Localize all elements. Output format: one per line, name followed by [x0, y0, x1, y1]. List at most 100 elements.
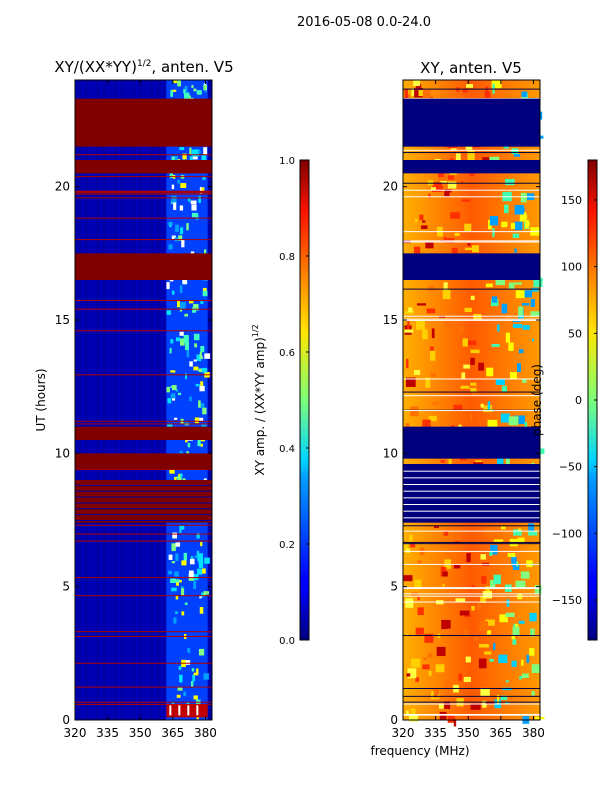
panel1-speckle	[189, 396, 192, 402]
panel1-speckle	[197, 439, 201, 447]
panel1-thin-line	[75, 635, 212, 637]
panel1-speckle	[193, 359, 197, 362]
panel2-separator	[403, 588, 540, 590]
panel1-speckle	[201, 155, 207, 162]
panel2-separator	[403, 703, 540, 705]
panel2-texture	[403, 542, 409, 551]
panel1-speckle	[196, 90, 202, 95]
panel2-texture	[430, 372, 436, 377]
panel2-texture	[413, 80, 420, 87]
panel2-texture	[411, 88, 416, 96]
panel1-speckle	[166, 386, 170, 393]
panel2-texture	[403, 575, 413, 582]
panel1-speckle	[184, 85, 188, 93]
panel2-texture	[410, 406, 419, 417]
panel2-texture	[414, 218, 418, 223]
panel2-separator	[403, 182, 540, 184]
panel1-speckle	[193, 581, 197, 590]
panel2-texture	[417, 303, 427, 306]
panel1-speckle	[194, 417, 199, 424]
panel1-speckle	[191, 668, 195, 672]
panel2-texture	[520, 571, 530, 579]
panel1-thin-line	[75, 524, 212, 526]
panel2-texture	[456, 173, 461, 177]
panel2-texture	[505, 332, 511, 343]
x-tick-label: 365	[489, 726, 512, 740]
panel2-texture	[411, 658, 421, 668]
panel1-speckle	[169, 170, 174, 179]
panel2-texture	[464, 307, 472, 313]
panel1-column-texture	[82, 80, 84, 720]
panel2-separator	[403, 319, 540, 321]
panel1-speckle	[174, 417, 178, 420]
panel1-speckle	[172, 385, 177, 391]
panel2-texture	[521, 303, 530, 306]
panel2-texture	[429, 350, 436, 361]
panel1-title-suffix: , anten. V5	[151, 58, 233, 76]
panel2-texture	[461, 372, 466, 379]
panel1-speckle	[196, 668, 199, 676]
panel1-speckle	[199, 385, 205, 392]
panel2-texture	[512, 323, 523, 328]
panel1-thin-line	[75, 374, 212, 376]
panel2-texture	[485, 619, 495, 626]
panel1-column-texture	[165, 80, 167, 720]
panel2-texture	[506, 680, 509, 683]
panel2-texture	[444, 318, 454, 327]
panel1-column-texture	[118, 80, 120, 720]
panel2-texture	[517, 363, 521, 372]
panel2-separator	[403, 196, 540, 198]
panel2-texture	[489, 658, 494, 662]
panel1-plot-area	[75, 80, 212, 720]
panel1-speckle	[177, 179, 181, 184]
panel2-texture	[467, 243, 471, 246]
panel1-speckle	[193, 333, 200, 341]
panel2-texture	[405, 423, 410, 429]
panel1-thin-line	[75, 176, 212, 178]
panel2-texture	[469, 171, 475, 177]
panel1-speckle	[171, 587, 177, 592]
panel1-speckle	[181, 588, 185, 596]
panel1-gap-line	[75, 484, 212, 486]
panel2-texture	[425, 377, 431, 388]
panel1-speckle	[178, 235, 183, 241]
panel2-texture	[419, 214, 424, 221]
panel1-thin-line	[75, 239, 212, 241]
panel1-gap-line	[75, 490, 212, 492]
panel2-texture	[441, 619, 451, 630]
panel2-frame	[402, 79, 541, 721]
panel2-texture	[408, 307, 413, 313]
panel1-speckle	[193, 366, 199, 371]
y-tick-label: 0	[390, 713, 398, 727]
panel1-speckle	[170, 90, 174, 97]
colorbar2-tick-label: −50	[559, 461, 582, 474]
panel2-texture	[489, 580, 496, 589]
panel1-speckle	[200, 300, 204, 304]
panel1-speckle	[185, 342, 189, 351]
panel1-column-texture	[107, 80, 109, 720]
panel1-speckle	[185, 660, 191, 665]
panel2-constant-band	[403, 98, 540, 147]
panel1-speckle	[173, 202, 177, 210]
panel2-texture	[404, 88, 408, 99]
colorbar1-label-power: 1/2	[251, 324, 260, 337]
panel1-speckle	[174, 579, 180, 583]
panel2-texture	[467, 150, 475, 161]
panel1-thin-line	[75, 662, 212, 664]
colorbar2-tick-label: 100	[561, 261, 582, 274]
panel1-low-patch-detail	[178, 705, 181, 716]
panel1-speckle	[204, 557, 210, 564]
panel1-speckle	[179, 331, 184, 336]
panel2-texture	[484, 651, 492, 655]
panel2-texture	[465, 144, 473, 150]
panel2-texture	[478, 644, 489, 648]
panel2-texture	[431, 187, 436, 191]
colorbar1	[299, 159, 310, 641]
panel1-speckle	[166, 282, 170, 290]
panel2-texture	[455, 598, 466, 603]
panel2-texture	[410, 542, 416, 548]
panel2-background	[403, 80, 540, 720]
panel1-thin-line	[75, 193, 212, 195]
panel1-speckle	[172, 532, 178, 539]
panel2-texture	[417, 596, 420, 601]
